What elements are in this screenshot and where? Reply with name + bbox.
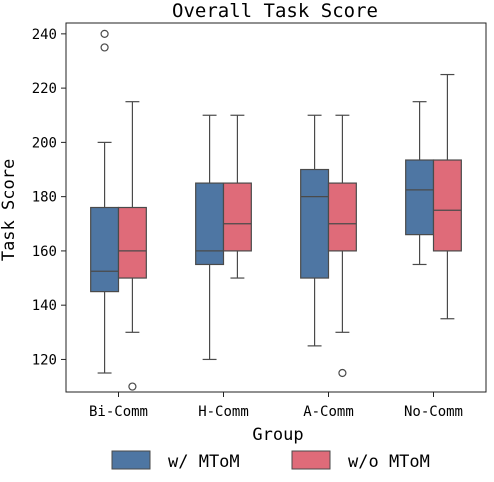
y-tick-label: 200: [32, 135, 57, 151]
x-tick-label: Bi-Comm: [89, 404, 148, 420]
legend-swatch: [291, 450, 331, 470]
box-iqr: [327, 182, 357, 252]
box-0-1: [117, 101, 147, 391]
x-tick-label: A-Comm: [303, 404, 354, 420]
y-tick-label: 180: [32, 190, 57, 206]
box-3-1: [432, 73, 462, 320]
y-tick-label: 160: [32, 244, 57, 260]
outlier-point: [100, 29, 109, 38]
box-1-1: [222, 114, 252, 279]
box-iqr: [195, 182, 225, 266]
x-axis-label: Group: [252, 425, 303, 445]
box-iqr: [90, 206, 120, 293]
box-series-group: [90, 29, 462, 391]
legend: w/ MToM w/o MToM: [111, 450, 430, 472]
chart-title: Overall Task Score: [172, 0, 378, 22]
x-axis: Bi-Comm H-Comm A-Comm No-Comm: [89, 392, 463, 420]
box-2-1: [327, 114, 357, 378]
outlier-point: [338, 368, 347, 378]
box-iqr: [222, 182, 252, 252]
legend-label: w/ MToM: [168, 452, 240, 472]
y-tick-label: 240: [32, 27, 57, 43]
y-tick-label: 220: [32, 81, 57, 97]
legend-swatch: [111, 450, 151, 470]
legend-label: w/o MToM: [348, 452, 430, 472]
box-3-0: [405, 101, 435, 266]
box-2-0: [300, 114, 330, 347]
outlier-point: [128, 382, 137, 391]
y-tick-label: 120: [32, 352, 57, 368]
box-1-0: [195, 114, 225, 361]
box-iqr: [432, 159, 462, 252]
box-iqr: [117, 206, 147, 279]
y-axis-label: Task Score: [0, 159, 19, 261]
y-axis: 120 140 160 180 200 220 240: [32, 27, 66, 368]
box-iqr: [405, 159, 435, 236]
x-tick-label: H-Comm: [198, 404, 249, 420]
box-iqr: [300, 168, 330, 279]
outlier-point: [100, 43, 109, 52]
y-tick-label: 140: [32, 298, 57, 314]
x-tick-label: No-Comm: [404, 404, 463, 420]
